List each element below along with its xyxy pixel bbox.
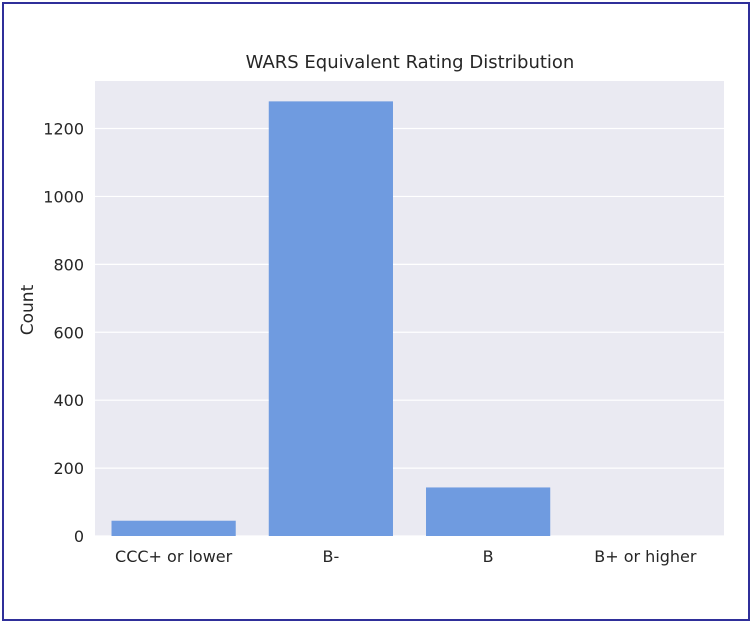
bar-0 bbox=[111, 520, 236, 536]
y-tick-label: 0 bbox=[74, 527, 84, 546]
y-tick-label: 1200 bbox=[43, 120, 84, 139]
y-axis-label: Count bbox=[18, 284, 38, 335]
x-tick-label: B+ or higher bbox=[594, 547, 697, 566]
bar-2 bbox=[426, 487, 551, 536]
x-tick-label: CCC+ or lower bbox=[115, 547, 233, 566]
bars bbox=[111, 101, 551, 536]
gridlines bbox=[95, 127, 724, 537]
plot-area bbox=[95, 81, 724, 536]
y-tick-label: 600 bbox=[53, 323, 84, 342]
x-axis-ticks: CCC+ or lower B- B B+ or higher bbox=[115, 547, 697, 566]
y-tick-label: 800 bbox=[53, 255, 84, 274]
chart-title: WARS Equivalent Rating Distribution bbox=[246, 52, 575, 73]
y-tick-label: 400 bbox=[53, 391, 84, 410]
y-axis-ticks: 0 200 400 600 800 1000 1200 bbox=[43, 120, 84, 546]
bar-1 bbox=[268, 101, 393, 536]
x-tick-label: B bbox=[483, 547, 494, 566]
y-tick-label: 200 bbox=[53, 459, 84, 478]
y-tick-label: 1000 bbox=[43, 187, 84, 206]
x-tick-label: B- bbox=[323, 547, 340, 566]
